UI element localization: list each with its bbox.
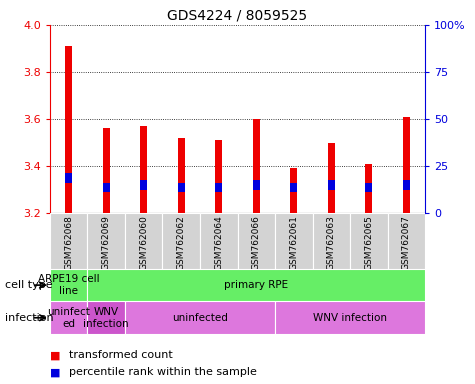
Text: ■: ■ <box>50 367 60 377</box>
Bar <box>178 138 185 213</box>
Text: ARPE19 cell
line: ARPE19 cell line <box>38 274 99 296</box>
Text: GSM762069: GSM762069 <box>102 215 111 270</box>
Bar <box>290 182 297 192</box>
Text: GSM762065: GSM762065 <box>364 215 373 270</box>
Text: GSM762066: GSM762066 <box>252 215 261 270</box>
Bar <box>403 180 410 190</box>
Bar <box>328 180 335 190</box>
Bar <box>215 140 222 213</box>
Bar <box>388 213 425 269</box>
Bar <box>103 128 110 213</box>
Title: GDS4224 / 8059525: GDS4224 / 8059525 <box>167 8 308 22</box>
Text: uninfected: uninfected <box>172 313 228 323</box>
Text: uninfect
ed: uninfect ed <box>47 307 90 329</box>
Text: infection: infection <box>5 313 53 323</box>
Bar <box>65 173 72 182</box>
Bar <box>200 213 238 269</box>
Text: GSM762067: GSM762067 <box>402 215 411 270</box>
Text: GSM762064: GSM762064 <box>214 215 223 270</box>
Bar <box>403 117 410 213</box>
Text: cell type: cell type <box>5 280 52 290</box>
Bar <box>350 213 388 269</box>
Bar <box>103 182 110 192</box>
Bar <box>140 180 147 190</box>
Bar <box>50 301 87 334</box>
Bar <box>140 126 147 213</box>
Bar <box>253 180 260 190</box>
Text: GSM762061: GSM762061 <box>289 215 298 270</box>
Bar <box>50 213 87 269</box>
Bar <box>162 213 200 269</box>
Text: WNV
infection: WNV infection <box>83 307 129 329</box>
Bar <box>253 119 260 213</box>
Bar <box>215 182 222 192</box>
Bar <box>125 301 275 334</box>
Bar <box>65 46 72 213</box>
Bar <box>365 182 372 192</box>
Bar <box>87 301 125 334</box>
Bar <box>328 142 335 213</box>
Text: transformed count: transformed count <box>69 350 172 360</box>
Bar <box>50 269 87 301</box>
Bar <box>87 213 125 269</box>
Text: GSM762062: GSM762062 <box>177 215 186 270</box>
Bar <box>238 213 275 269</box>
Text: primary RPE: primary RPE <box>224 280 288 290</box>
Text: GSM762063: GSM762063 <box>327 215 336 270</box>
Text: GSM762060: GSM762060 <box>139 215 148 270</box>
Bar <box>125 213 162 269</box>
Text: GSM762068: GSM762068 <box>64 215 73 270</box>
Bar <box>275 213 313 269</box>
Text: ■: ■ <box>50 350 60 360</box>
Bar <box>290 169 297 213</box>
Bar <box>313 213 350 269</box>
Bar <box>275 301 425 334</box>
Text: percentile rank within the sample: percentile rank within the sample <box>69 367 257 377</box>
Bar <box>365 164 372 213</box>
Text: WNV infection: WNV infection <box>313 313 387 323</box>
Bar <box>178 182 185 192</box>
